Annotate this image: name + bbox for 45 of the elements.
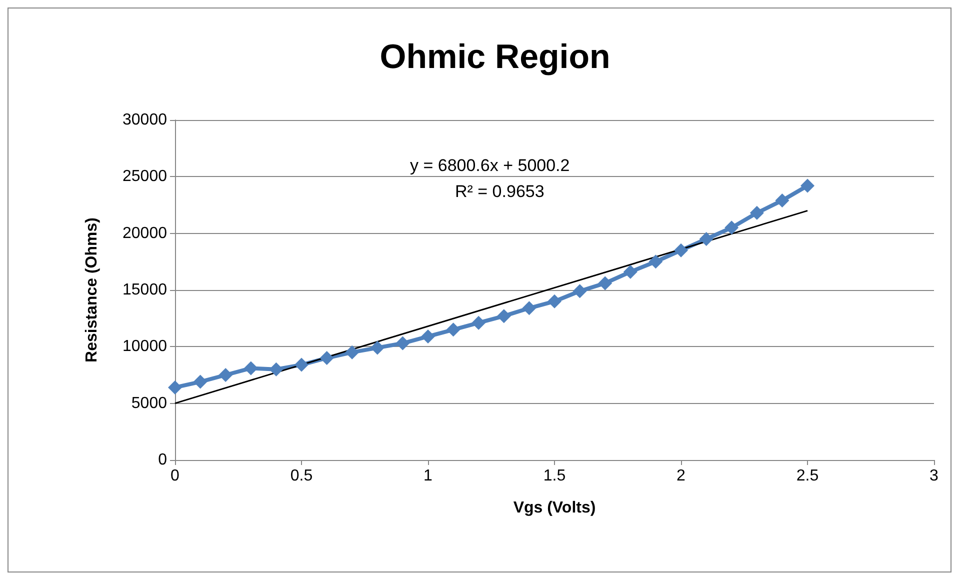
annotation: R² = 0.9653 (455, 182, 544, 201)
x-tick-label: 1.5 (543, 468, 566, 484)
point (472, 316, 486, 330)
y-tick-label: 0 (158, 452, 168, 468)
point (598, 276, 612, 290)
point (572, 284, 587, 298)
point (800, 178, 814, 193)
point (548, 294, 562, 308)
point (370, 340, 384, 355)
y-tick-label: 20000 (122, 224, 168, 242)
point (218, 368, 233, 382)
point (775, 193, 790, 208)
point (345, 345, 360, 360)
point (522, 301, 536, 316)
x-tick-label: 2.5 (796, 468, 819, 484)
point (320, 351, 334, 365)
y-tick-label: 5000 (131, 394, 168, 412)
x-axis-title: Vgs (Volts) (513, 500, 596, 516)
point (244, 361, 258, 376)
x-tick-label: 2 (676, 468, 686, 484)
point (750, 206, 764, 220)
point (496, 309, 511, 324)
point (421, 329, 435, 344)
y-tick-label: 10000 (122, 338, 168, 356)
point (623, 264, 638, 279)
point (168, 380, 182, 394)
point (648, 254, 663, 269)
x-tick-label: 1 (424, 468, 433, 484)
point (396, 336, 410, 350)
y-tick-label: 25000 (122, 168, 168, 186)
point (446, 322, 460, 337)
y-axis-title: Resistance (Ohms) (84, 218, 100, 362)
x-tick-label: 0.5 (290, 468, 313, 484)
y-tick-label: 15000 (122, 282, 168, 298)
point (294, 358, 308, 372)
point (724, 220, 739, 235)
chart-title: Ohmic Region (380, 38, 610, 76)
point (699, 232, 714, 246)
point (193, 374, 208, 389)
y-tick-label: 30000 (122, 112, 168, 128)
point (674, 243, 688, 258)
annotation: y = 6800.6x + 5000.2 (410, 156, 570, 175)
point (269, 362, 284, 376)
x-tick-label: 0 (170, 468, 180, 484)
x-tick-label: 3 (930, 468, 939, 484)
